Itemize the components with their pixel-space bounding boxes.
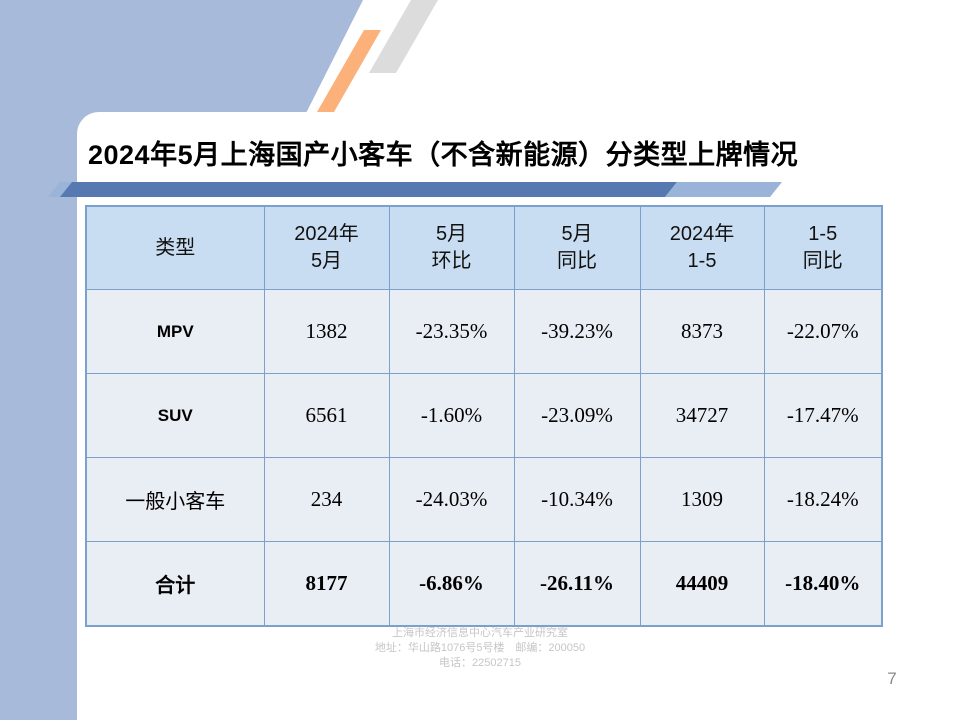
table-header-cell: 5月 环比 <box>388 205 515 290</box>
footer-org-line: 上海市经济信息中心汽车产业研究室 <box>392 627 568 639</box>
value-cell: 6561 <box>263 373 390 458</box>
diagonal-accent-gray <box>369 0 438 73</box>
table-header-cell: 5月 同比 <box>513 205 641 290</box>
value-cell: -23.09% <box>513 373 641 458</box>
page-number: 7 <box>887 669 897 688</box>
value-cell: 234 <box>263 457 390 542</box>
value-cell: -10.34% <box>513 457 641 542</box>
value-cell: -18.40% <box>763 541 883 627</box>
value-cell: -6.86% <box>388 541 515 627</box>
value-cell: -17.47% <box>763 373 883 458</box>
table-row: MPV 1382 -23.35% -39.23% 8373 -22.07% <box>85 289 883 374</box>
footer-phone-line: 电话：22502715 <box>439 657 521 669</box>
category-cell: MPV <box>85 289 265 374</box>
table-body: MPV 1382 -23.35% -39.23% 8373 -22.07% SUV 6561-… <box>85 289 883 627</box>
value-cell: -23.35% <box>388 289 515 374</box>
table-header-cell: 类型 <box>85 205 265 290</box>
value-cell: 34727 <box>639 373 765 458</box>
registration-table: 类型 2024年 5月 5月 环比 5月 同比 2024年 1-5 1-5 同比 MPV 1… <box>85 205 883 627</box>
table-header-cell: 2024年 1-5 <box>639 205 765 290</box>
value-cell: 44409 <box>639 541 765 627</box>
table-row: 合计 8177 -6.86% -26.11% 44409 -18.40% <box>85 541 883 627</box>
value-cell: 1309 <box>639 457 765 542</box>
value-cell: -22.07% <box>763 289 883 374</box>
category-cell: 一般小客车 <box>85 457 265 542</box>
value-cell: 8373 <box>639 289 765 374</box>
title-underline-bar <box>60 182 677 197</box>
value-cell: -39.23% <box>513 289 641 374</box>
value-cell: 1382 <box>263 289 390 374</box>
value-cell: -26.11% <box>513 541 641 627</box>
table-header-row: 类型 2024年 5月 5月 环比 5月 同比 2024年 1-5 1-5 同比 <box>85 205 883 290</box>
category-cell: 合计 <box>85 541 265 627</box>
table-header-cell: 1-5 同比 <box>763 205 883 290</box>
title-underline-bar-tail <box>665 182 782 197</box>
table-row: 一般小客车 234 -24.03% -10.34% 1309 -18.24% <box>85 457 883 542</box>
value-cell: -18.24% <box>763 457 883 542</box>
table-header-cell: 2024年 5月 <box>263 205 390 290</box>
slide-title: 2024年5月上海国产小客车（不含新能源）分类型上牌情况 <box>88 140 799 170</box>
footer-address-line: 地址：华山路1076号5号楼 邮编：200050 <box>374 642 586 654</box>
value-cell: -1.60% <box>388 373 515 458</box>
category-cell: SUV <box>85 373 265 458</box>
footer: 上海市经济信息中心汽车产业研究室 地址：华山路1076号5号楼 邮编：20005… <box>0 626 960 671</box>
value-cell: 8177 <box>263 541 390 627</box>
table-row: SUV 6561 -1.60% -23.09% 34727 -17.47% <box>85 373 883 458</box>
value-cell: -24.03% <box>388 457 515 542</box>
